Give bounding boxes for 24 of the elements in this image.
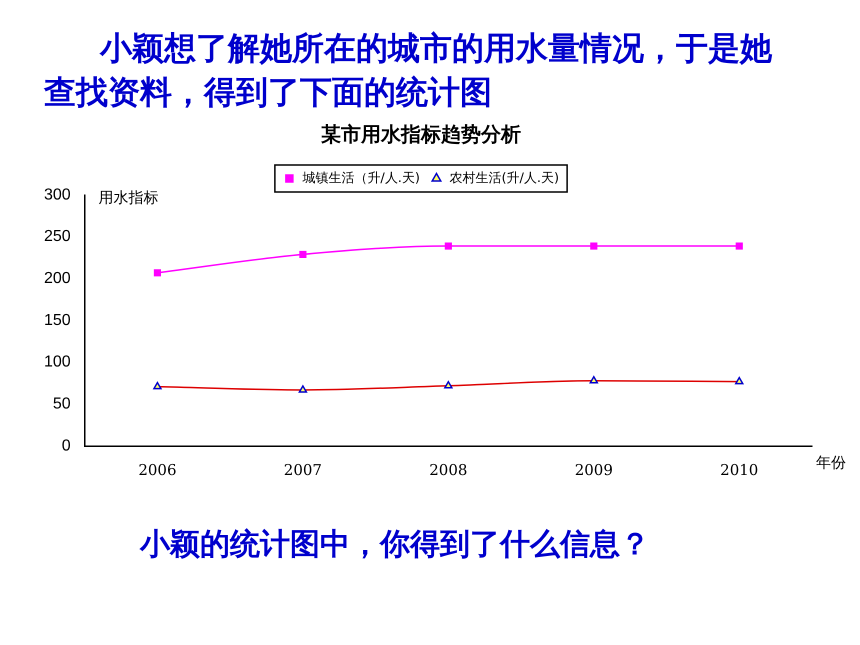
- legend-label: 农村生活(升/人.天): [449, 170, 560, 186]
- point: [444, 242, 452, 250]
- y-tick-label: 200: [44, 270, 71, 288]
- legend-label: 城镇生活（升/人.天): [301, 170, 420, 186]
- y-tick-label: 150: [44, 312, 71, 329]
- x-tick-label: 2008: [429, 460, 468, 479]
- point: [154, 269, 162, 276]
- y-axis-title: 用水指标: [98, 188, 159, 206]
- x-tick-label: 2006: [138, 460, 177, 479]
- y-tick-label: 0: [62, 437, 71, 454]
- text: 小颖的统计图中，你得到了什么信息？: [140, 526, 650, 564]
- x-axis-title: 年份: [816, 453, 846, 472]
- x-tick-label: 2010: [720, 460, 758, 479]
- chart-title: 某市用水指标趋势分析: [320, 122, 521, 146]
- x-tick-label: 2009: [574, 460, 613, 479]
- text: 小颖想了解她所在的城市的用水量情况，于是她查找资料，得到了下面的统计图: [44, 28, 774, 113]
- y-tick-label: 100: [44, 354, 71, 371]
- y-tick-label: 250: [44, 228, 71, 246]
- x-tick-label: 2007: [284, 460, 322, 479]
- point: [299, 250, 306, 258]
- y-tick-label: 300: [44, 186, 71, 204]
- point: [590, 242, 598, 250]
- y-tick-label: 50: [52, 396, 71, 413]
- point: [736, 242, 743, 250]
